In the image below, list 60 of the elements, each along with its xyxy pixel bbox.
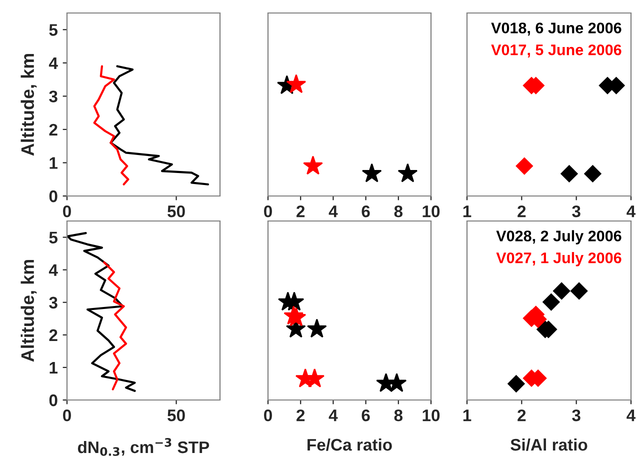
x-tick-label: 2 bbox=[518, 409, 526, 422]
x-tick-label: 0 bbox=[63, 205, 71, 218]
x-tick-label: 10 bbox=[422, 205, 440, 218]
point bbox=[306, 318, 327, 338]
x-tick-label: 8 bbox=[394, 409, 403, 422]
y-tick-label: 0 bbox=[49, 394, 58, 406]
point bbox=[398, 163, 418, 182]
x-tick-label: 4 bbox=[626, 206, 636, 218]
point bbox=[362, 163, 382, 182]
point bbox=[542, 293, 560, 311]
x-tick-label: 50 bbox=[168, 205, 185, 218]
x-tick-label: 4 bbox=[626, 410, 636, 422]
point bbox=[553, 282, 570, 300]
x-axis-title: dN$_{0.3}$, cm$^{−3}$ STP bbox=[78, 438, 210, 456]
text: V017, 5 June 2006 bbox=[491, 44, 622, 58]
y-axis-title: Altitude, km bbox=[20, 54, 37, 156]
y-tick-label: 4 bbox=[48, 57, 58, 69]
point bbox=[386, 372, 407, 392]
x-tick-label: 6 bbox=[362, 205, 370, 218]
x-tick-label: 3 bbox=[572, 205, 580, 218]
point bbox=[284, 292, 304, 311]
y-tick-label: 5 bbox=[49, 24, 58, 36]
text: V028, 2 July 2006 bbox=[496, 230, 622, 244]
x-tick-label: 2 bbox=[296, 205, 305, 218]
x-tick-label: 2 bbox=[296, 409, 305, 422]
x-tick-label: 2 bbox=[518, 205, 526, 218]
x-tick-label: 0 bbox=[264, 205, 272, 218]
x-tick-label: 4 bbox=[328, 410, 338, 422]
y-axis-title: Altitude, km bbox=[20, 260, 37, 362]
x-tick-label: 3 bbox=[572, 409, 580, 422]
x-tick-label: 8 bbox=[394, 205, 403, 218]
x-tick-label: 4 bbox=[328, 206, 338, 218]
line-series bbox=[93, 65, 130, 186]
x-tick-label: 10 bbox=[422, 409, 440, 422]
point bbox=[303, 156, 323, 175]
x-tick-label: 1 bbox=[463, 206, 472, 218]
text: V027, 1 July 2006 bbox=[496, 252, 622, 266]
x-tick-label: 0 bbox=[63, 409, 71, 422]
point bbox=[508, 375, 525, 392]
point bbox=[286, 74, 306, 94]
point bbox=[570, 282, 588, 300]
line-series bbox=[103, 261, 128, 390]
y-tick-label: 3 bbox=[49, 90, 58, 102]
y-tick-label: 4 bbox=[48, 264, 58, 276]
y-tick-label: 3 bbox=[49, 296, 58, 309]
y-tick-label: 2 bbox=[49, 329, 58, 341]
x-tick-label: 1 bbox=[463, 410, 472, 422]
x-axis-title: Si/Al ratio bbox=[510, 438, 588, 451]
x-tick-label: 6 bbox=[362, 409, 370, 422]
x-axis-title: Fe/Ca ratio bbox=[308, 438, 392, 451]
line-series bbox=[67, 232, 136, 392]
text: V018, 6 June 2006 bbox=[491, 22, 622, 36]
y-tick-label: 2 bbox=[49, 124, 58, 136]
y-tick-label: 1 bbox=[50, 157, 58, 169]
line-series bbox=[110, 65, 210, 186]
y-tick-label: 1 bbox=[50, 362, 58, 374]
y-tick-label: 5 bbox=[49, 232, 58, 244]
y-tick-label: 0 bbox=[49, 190, 58, 202]
x-tick-label: 50 bbox=[168, 409, 185, 422]
x-tick-label: 0 bbox=[264, 409, 272, 422]
